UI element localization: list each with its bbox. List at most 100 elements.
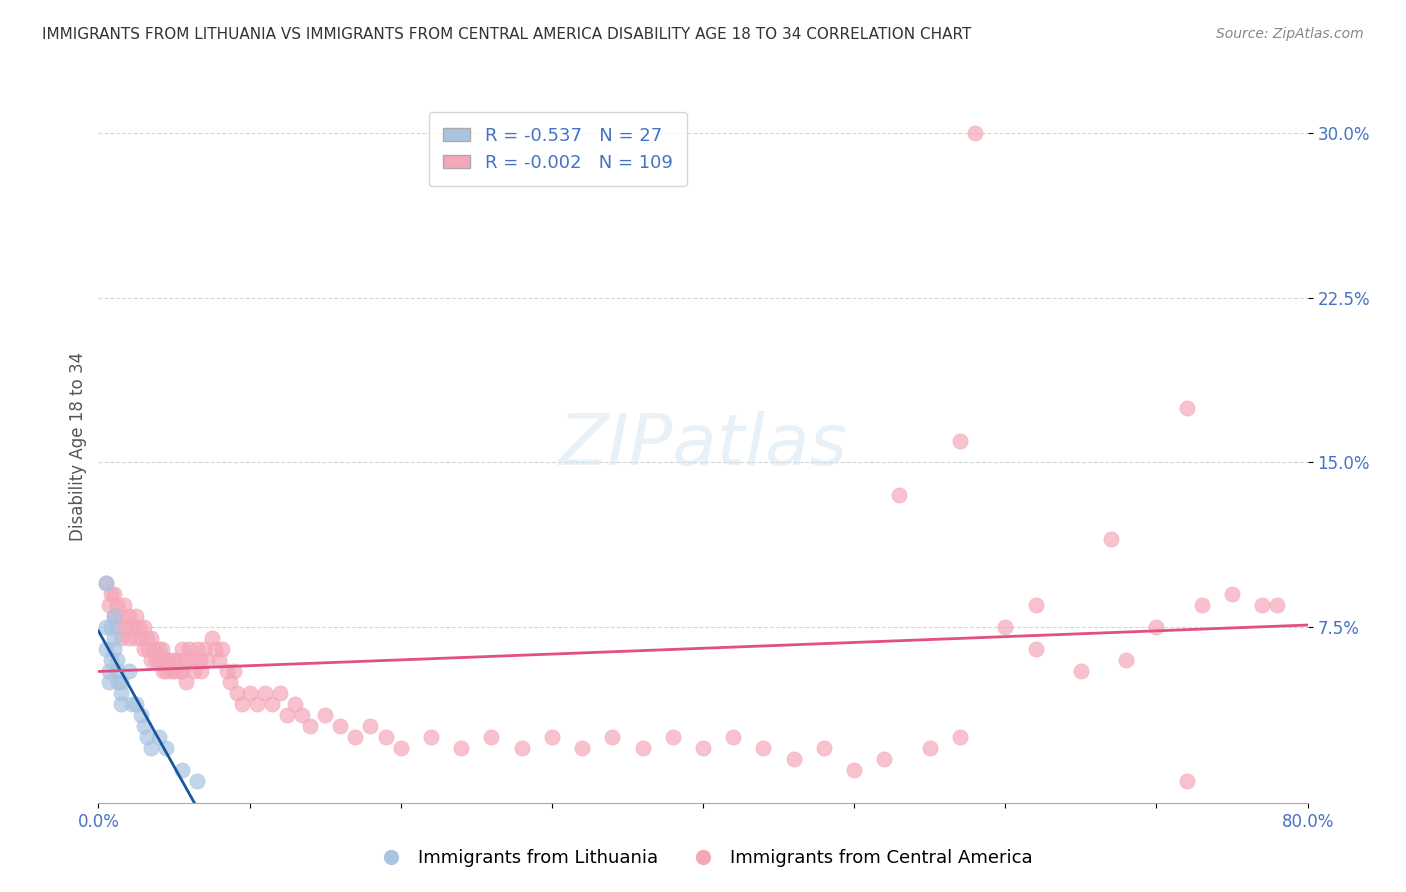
- Point: [94, 642, 117, 657]
- Point: [141, 653, 163, 667]
- Point: [374, 730, 396, 744]
- Point: [103, 587, 125, 601]
- Point: [284, 697, 307, 711]
- Point: [208, 653, 231, 667]
- Legend: Immigrants from Lithuania, Immigrants from Central America: Immigrants from Lithuania, Immigrants fr…: [366, 842, 1040, 874]
- Point: [125, 697, 148, 711]
- Point: [112, 598, 135, 612]
- Point: [174, 675, 197, 690]
- Point: [692, 740, 714, 755]
- Point: [231, 697, 253, 711]
- Point: [110, 631, 132, 645]
- Point: [141, 631, 163, 645]
- Point: [179, 642, 201, 657]
- Point: [160, 664, 183, 678]
- Point: [107, 675, 129, 690]
- Point: [183, 664, 205, 678]
- Point: [110, 697, 132, 711]
- Point: [155, 653, 177, 667]
- Point: [420, 730, 443, 744]
- Point: [269, 686, 291, 700]
- Point: [1144, 620, 1167, 634]
- Point: [98, 598, 121, 612]
- Legend: R = -0.537   N = 27, R = -0.002   N = 109: R = -0.537 N = 27, R = -0.002 N = 109: [429, 112, 688, 186]
- Point: [1220, 587, 1243, 601]
- Point: [723, 730, 745, 744]
- Point: [129, 631, 152, 645]
- Point: [246, 697, 269, 711]
- Point: [152, 664, 174, 678]
- Point: [167, 664, 190, 678]
- Point: [1175, 773, 1198, 788]
- Point: [150, 642, 173, 657]
- Point: [141, 740, 163, 755]
- Point: [360, 719, 382, 733]
- Point: [135, 631, 157, 645]
- Point: [1099, 533, 1122, 547]
- Point: [181, 653, 204, 667]
- Point: [98, 664, 121, 678]
- Point: [155, 664, 177, 678]
- Point: [344, 730, 367, 744]
- Point: [105, 653, 128, 667]
- Y-axis label: Disability Age 18 to 34: Disability Age 18 to 34: [69, 351, 87, 541]
- Point: [132, 620, 155, 634]
- Point: [1024, 642, 1046, 657]
- Point: [949, 434, 972, 448]
- Point: [125, 609, 148, 624]
- Point: [100, 620, 122, 634]
- Text: ZIPatlas: ZIPatlas: [558, 411, 848, 481]
- Point: [450, 740, 472, 755]
- Point: [170, 763, 193, 777]
- Point: [107, 620, 129, 634]
- Point: [540, 730, 562, 744]
- Point: [889, 488, 911, 502]
- Point: [103, 642, 125, 657]
- Point: [195, 653, 218, 667]
- Point: [1115, 653, 1137, 667]
- Point: [103, 609, 125, 624]
- Point: [661, 730, 683, 744]
- Point: [118, 664, 141, 678]
- Point: [129, 708, 152, 723]
- Point: [1191, 598, 1213, 612]
- Point: [114, 620, 136, 634]
- Point: [135, 730, 157, 744]
- Point: [121, 620, 143, 634]
- Point: [1267, 598, 1289, 612]
- Point: [100, 653, 122, 667]
- Point: [94, 620, 117, 634]
- Point: [145, 653, 167, 667]
- Point: [136, 642, 159, 657]
- Point: [110, 686, 132, 700]
- Point: [188, 653, 211, 667]
- Point: [193, 642, 215, 657]
- Point: [190, 664, 212, 678]
- Point: [159, 653, 181, 667]
- Point: [118, 609, 141, 624]
- Point: [148, 642, 170, 657]
- Point: [571, 740, 593, 755]
- Point: [1175, 401, 1198, 415]
- Point: [276, 708, 298, 723]
- Point: [94, 576, 117, 591]
- Text: IMMIGRANTS FROM LITHUANIA VS IMMIGRANTS FROM CENTRAL AMERICA DISABILITY AGE 18 T: IMMIGRANTS FROM LITHUANIA VS IMMIGRANTS …: [42, 27, 972, 42]
- Point: [132, 642, 155, 657]
- Point: [752, 740, 775, 755]
- Point: [110, 675, 132, 690]
- Point: [211, 642, 233, 657]
- Point: [389, 740, 412, 755]
- Point: [118, 631, 141, 645]
- Point: [163, 653, 186, 667]
- Point: [148, 653, 170, 667]
- Point: [103, 631, 125, 645]
- Point: [94, 576, 117, 591]
- Point: [98, 675, 121, 690]
- Point: [186, 773, 208, 788]
- Point: [170, 664, 193, 678]
- Point: [291, 708, 314, 723]
- Point: [844, 763, 866, 777]
- Point: [121, 697, 143, 711]
- Point: [1251, 598, 1274, 612]
- Point: [510, 740, 533, 755]
